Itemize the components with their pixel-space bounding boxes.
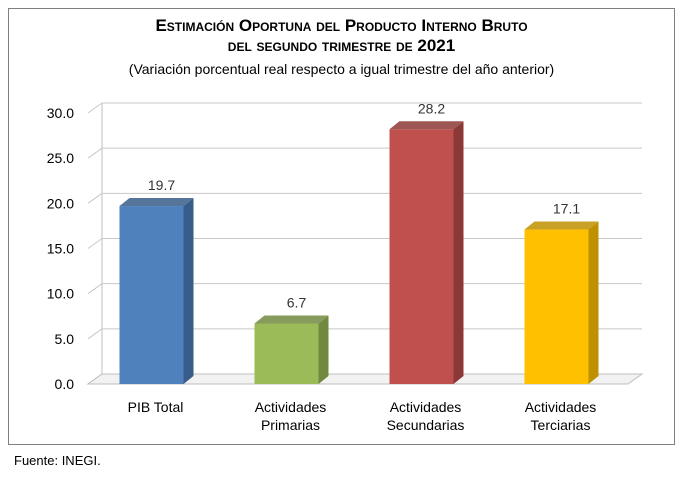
x-tick-label: Terciarias — [531, 417, 591, 433]
data-label: 28.2 — [418, 100, 445, 116]
x-tick-label: Secundarias — [387, 417, 465, 433]
bar — [119, 206, 184, 384]
x-tick-label: Actividades — [525, 399, 597, 415]
bar — [254, 323, 319, 384]
data-label: 6.7 — [287, 294, 307, 310]
gridline-depth — [87, 238, 103, 249]
bar — [524, 229, 589, 384]
gridline-depth — [87, 283, 103, 295]
bar-side — [318, 315, 329, 384]
bar-top — [119, 198, 194, 207]
y-tick-label: 25.0 — [47, 150, 74, 166]
y-tick-label: 30.0 — [47, 105, 74, 121]
bar-top — [524, 221, 599, 230]
x-tick-label: Actividades — [255, 399, 327, 415]
x-tick-label: Primarias — [261, 417, 320, 433]
y-tick-label: 5.0 — [55, 331, 75, 347]
bar-side — [588, 221, 599, 384]
gridline-depth — [87, 192, 103, 204]
chart-frame — [8, 8, 675, 445]
source-note: Fuente: INEGI. — [14, 453, 101, 468]
x-tick-label: PIB Total — [128, 399, 184, 415]
x-tick-label: Actividades — [390, 399, 462, 415]
y-tick-label: 0.0 — [55, 376, 75, 392]
bar-top — [254, 315, 329, 324]
chart-title-line1: Estimación Oportuna del Producto Interno… — [155, 16, 528, 35]
bar-top — [389, 121, 464, 130]
gridline-depth — [87, 147, 103, 159]
bar-side — [183, 198, 194, 384]
chart-subtitle: (Variación porcentual real respecto a ig… — [128, 61, 555, 77]
bar — [389, 129, 454, 384]
gridline-depth — [87, 328, 103, 340]
gridline-depth — [87, 102, 103, 114]
y-tick-label: 20.0 — [47, 195, 74, 211]
data-label: 17.1 — [553, 201, 580, 217]
y-tick-label: 10.0 — [47, 286, 74, 302]
bar-side — [453, 121, 464, 384]
data-label: 19.7 — [148, 177, 175, 193]
chart-title-line2: del segundo trimestre de 2021 — [227, 36, 456, 55]
y-tick-label: 15.0 — [47, 241, 74, 257]
